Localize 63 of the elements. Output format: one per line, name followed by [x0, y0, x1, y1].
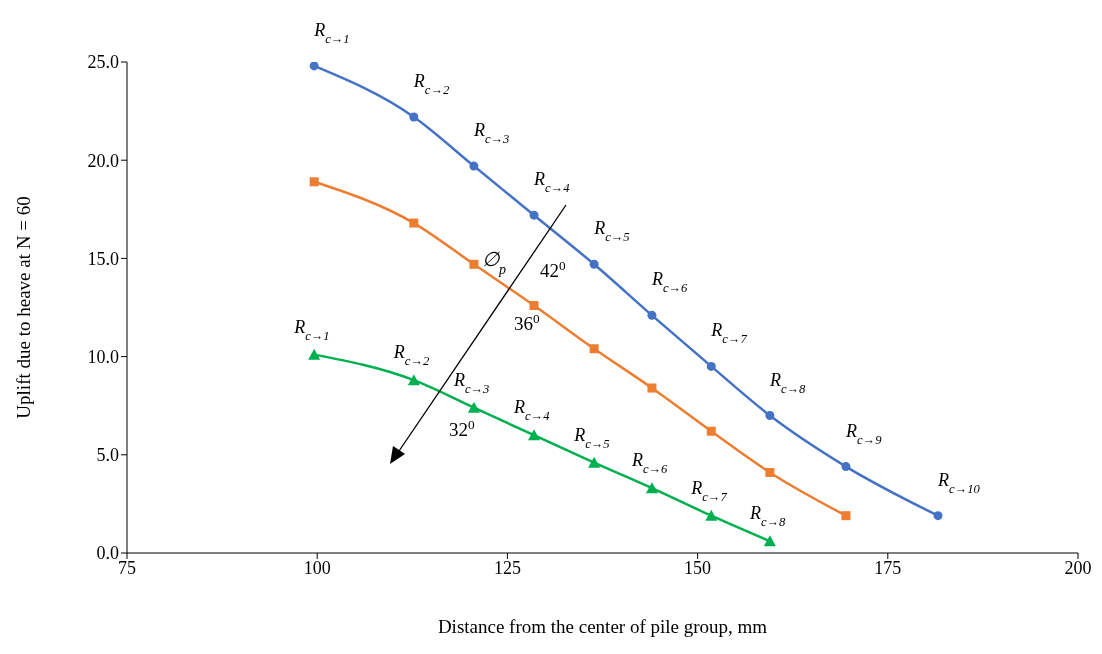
annotation: R$_{c→5}$ [573, 424, 610, 451]
point [841, 511, 851, 521]
point [309, 62, 319, 71]
x-tick-label: 200 [1064, 557, 1092, 578]
y-tick-label: 20.0 [87, 150, 119, 171]
point [647, 310, 657, 320]
point [469, 161, 479, 171]
point [407, 374, 420, 386]
y-tick-label: 0.0 [96, 543, 119, 564]
point [647, 383, 657, 393]
point [308, 348, 321, 360]
annotation: R$_{c→1}$ [313, 19, 350, 46]
x-tick-label: 150 [684, 557, 712, 578]
point [409, 218, 419, 228]
annotation: R$_{c→2}$ [412, 70, 451, 97]
series-label: 32$^{0}$ [448, 416, 475, 440]
point [706, 426, 716, 436]
point [763, 535, 776, 547]
point [589, 259, 599, 269]
y-tick-label: 25.0 [87, 52, 119, 73]
point [529, 210, 539, 220]
x-tick-label: 100 [303, 557, 331, 578]
point [589, 344, 599, 354]
annotation: R$_{c→3}$ [472, 120, 510, 147]
annotation: R$_{c→1}$ [293, 316, 330, 343]
point [765, 411, 775, 421]
point [467, 401, 480, 413]
annotation: R$_{c→8}$ [768, 369, 807, 396]
point [529, 301, 539, 311]
point [528, 429, 541, 441]
x-tick-label: 75 [118, 557, 136, 578]
point [469, 259, 479, 269]
annotation: R$_{c→4}$ [533, 169, 571, 196]
annotation: R$_{c→7}$ [690, 477, 728, 504]
point [705, 509, 718, 521]
annotation: R$_{c→5}$ [593, 218, 630, 245]
annotation: R$_{c→2}$ [392, 342, 431, 369]
point [841, 462, 851, 472]
y-axis-title: Uplift due to heave at N = 60 [12, 196, 34, 419]
annotation: R$_{c→7}$ [710, 320, 748, 347]
annotation: ∅$_{p}$ [482, 248, 506, 277]
y-tick-label: 15.0 [87, 248, 119, 269]
series-label: 42$^{0}$ [540, 257, 567, 282]
point [645, 482, 658, 494]
point [309, 177, 319, 187]
point [933, 511, 943, 521]
y-tick-label: 10.0 [87, 346, 119, 367]
point [409, 112, 419, 122]
annotation: R$_{c→3}$ [452, 369, 490, 396]
annotation: R$_{c→10}$ [937, 469, 981, 496]
x-tick-label: 125 [493, 557, 521, 578]
point [588, 456, 601, 468]
annotation: R$_{c→4}$ [513, 397, 551, 424]
x-axis-title: Distance from the center of pile group, mm [437, 616, 768, 637]
y-tick-label: 5.0 [96, 445, 119, 466]
point [706, 361, 716, 371]
x-tick-label: 175 [874, 557, 902, 578]
annotation: R$_{c→6}$ [650, 269, 689, 296]
series-label: 36$^{0}$ [513, 310, 540, 335]
annotation: R$_{c→9}$ [844, 420, 883, 447]
annotation: R$_{c→6}$ [630, 450, 669, 477]
annotation: R$_{c→8}$ [748, 503, 787, 530]
point [765, 467, 775, 477]
